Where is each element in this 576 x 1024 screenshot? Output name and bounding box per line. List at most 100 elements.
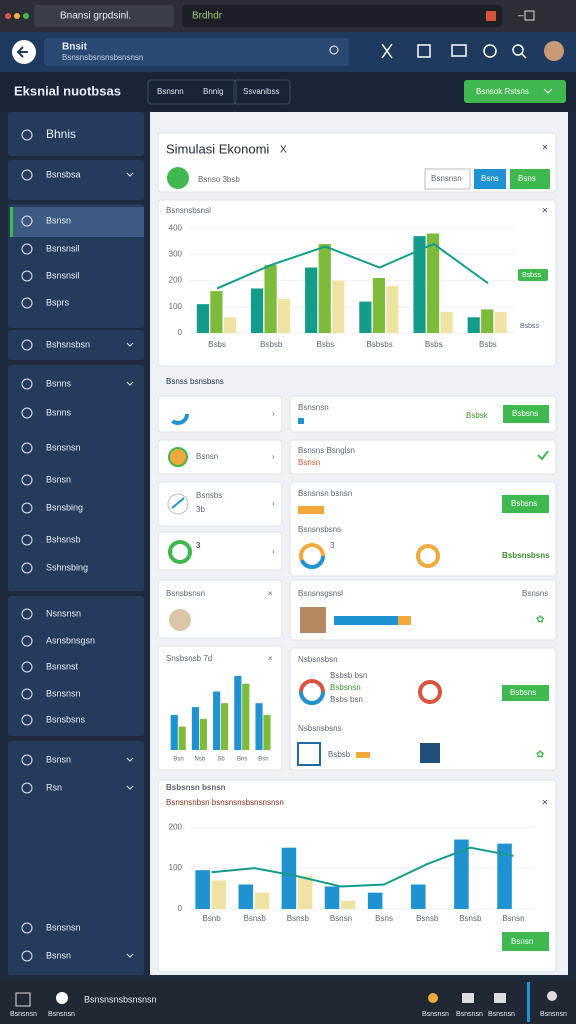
svg-text:✿: ✿ [536, 750, 544, 761]
sidebar-item[interactable]: Bsnsnsil [46, 243, 80, 253]
sidebar-item[interactable]: Bsnns [46, 378, 72, 388]
sidebar-item[interactable]: Bsnsnst [46, 661, 79, 671]
sidebar-item[interactable]: Bsnsn [46, 215, 71, 225]
x-tick-label: Nsb [194, 757, 205, 763]
button[interactable] [503, 405, 549, 423]
minimize[interactable]: – [518, 11, 524, 22]
x-tick-label: Bns [237, 757, 247, 763]
bar [191, 707, 200, 750]
sidebar-icon [21, 129, 33, 141]
primary-button-label: Bsnsok Rstsns [476, 87, 529, 96]
header-icons[interactable] [381, 43, 527, 59]
svg-text:×: × [268, 654, 273, 663]
bar [178, 726, 186, 750]
badge-label: Bsbss [520, 323, 540, 330]
taskbar-label: Bsnsnsn [10, 1011, 37, 1018]
card-label: Bsnsn [196, 452, 218, 461]
chevron [126, 757, 134, 762]
bar [242, 683, 250, 750]
bar [440, 312, 453, 333]
sidebar-item[interactable]: Bshsnsbsn [46, 339, 90, 349]
close[interactable]: × [542, 206, 548, 217]
sidebar-icon [21, 169, 33, 181]
x-tick-label: Bsns [375, 914, 393, 923]
bar [332, 280, 345, 333]
close[interactable]: × [542, 798, 548, 809]
tab[interactable]: Bsnsnn [157, 87, 184, 96]
sidebar-icon [21, 950, 33, 962]
sidebar-item[interactable]: Asnsbnsgsn [46, 635, 95, 645]
card-sub: Bsnsns [522, 589, 548, 598]
cards [157, 132, 557, 973]
sidebar-item[interactable]: Bsprs [46, 297, 70, 307]
sidebar-item[interactable]: Bsnsnsil [46, 270, 80, 280]
sidebar-item[interactable]: Bsnns [46, 407, 72, 417]
x-tick-label: Bsn [173, 757, 183, 763]
bar [411, 884, 426, 909]
sidebar-item[interactable]: Sshnsbing [46, 562, 88, 572]
bar [426, 233, 440, 333]
card-text: Bsbsb [328, 750, 351, 759]
sidebar-item[interactable]: Bhnis [46, 127, 76, 141]
svg-text:›: › [272, 409, 275, 418]
taskbar-label[interactable]: Bsnsnsn [456, 1011, 483, 1018]
sidebar-item[interactable]: Nsnsnsn [46, 608, 81, 618]
sidebar-icon [21, 215, 33, 227]
tab[interactable]: Bnnig [203, 87, 223, 96]
bar [278, 298, 291, 333]
taskbar-label[interactable]: Bsnsnsn [540, 1011, 567, 1018]
card-text: Bsnso 3bsb [198, 175, 240, 184]
sidebar-icon [21, 635, 33, 647]
sidebar-item[interactable]: Bsnsnsn [46, 688, 81, 698]
sidebar-item[interactable]: Bsnsnsn [46, 922, 81, 932]
tab-title: Bnansi grpdsinl. [60, 11, 131, 22]
chart-title: Bsnsnsbsnsl [166, 206, 211, 215]
sidebar-item[interactable]: Bsnsbing [46, 502, 83, 512]
sidebar-item[interactable]: Bsnsnsn [46, 442, 81, 452]
close[interactable]: × [542, 143, 548, 154]
bar [255, 703, 263, 750]
input[interactable] [424, 168, 471, 190]
x-tick-label: Bsbsb [260, 340, 283, 349]
primary-button[interactable] [464, 80, 566, 103]
card-close[interactable]: X [280, 145, 287, 156]
sidebar-item[interactable]: Bsnsn [46, 950, 71, 960]
button-label: Bsbsns [510, 688, 536, 697]
button[interactable] [474, 169, 506, 189]
button[interactable] [510, 169, 550, 189]
x-tick-label: Sb [217, 757, 225, 763]
tab[interactable]: Ssvanibss [243, 87, 279, 96]
chevron [126, 381, 134, 386]
card-sub: Bsnsn [298, 458, 320, 467]
sidebar-icon [21, 782, 33, 794]
x-tick-label: Bsnb [202, 914, 221, 923]
y-tick-label: 0 [178, 328, 183, 337]
button[interactable] [502, 495, 549, 513]
x-tick-label: Bsbs [479, 340, 497, 349]
sidebar-icon [21, 714, 33, 726]
tab[interactable] [34, 5, 174, 27]
address-bar[interactable] [182, 5, 502, 27]
sidebar-item[interactable]: Bsnsn [46, 754, 71, 764]
button-label: Bsbsns [512, 409, 538, 418]
sidebar-item[interactable]: Rsn [46, 782, 62, 792]
sidebar-icon [21, 339, 33, 351]
taskbar-label[interactable]: Bsnsnsn [488, 1011, 515, 1018]
bar [223, 317, 237, 333]
card-label: Bsnsnsn [298, 403, 329, 412]
sidebar-item[interactable]: Bshsnsb [46, 534, 81, 544]
card-label: Bsnsbsnsn [166, 589, 205, 598]
taskbar-label[interactable]: Bsnsnsn [422, 1011, 449, 1018]
button[interactable] [502, 932, 549, 951]
bar [238, 884, 254, 909]
avatar[interactable] [544, 41, 564, 61]
sidebar-item[interactable]: Bsnsbsns [46, 714, 86, 724]
sidebar-icon [21, 297, 33, 309]
x-tick-label: Bsnsb [459, 914, 482, 923]
search-box[interactable] [44, 38, 349, 66]
sidebar-item[interactable]: Bsnsbsa [46, 169, 81, 179]
sidebar-item[interactable]: Bsnsn [46, 474, 71, 484]
button[interactable] [502, 685, 549, 701]
